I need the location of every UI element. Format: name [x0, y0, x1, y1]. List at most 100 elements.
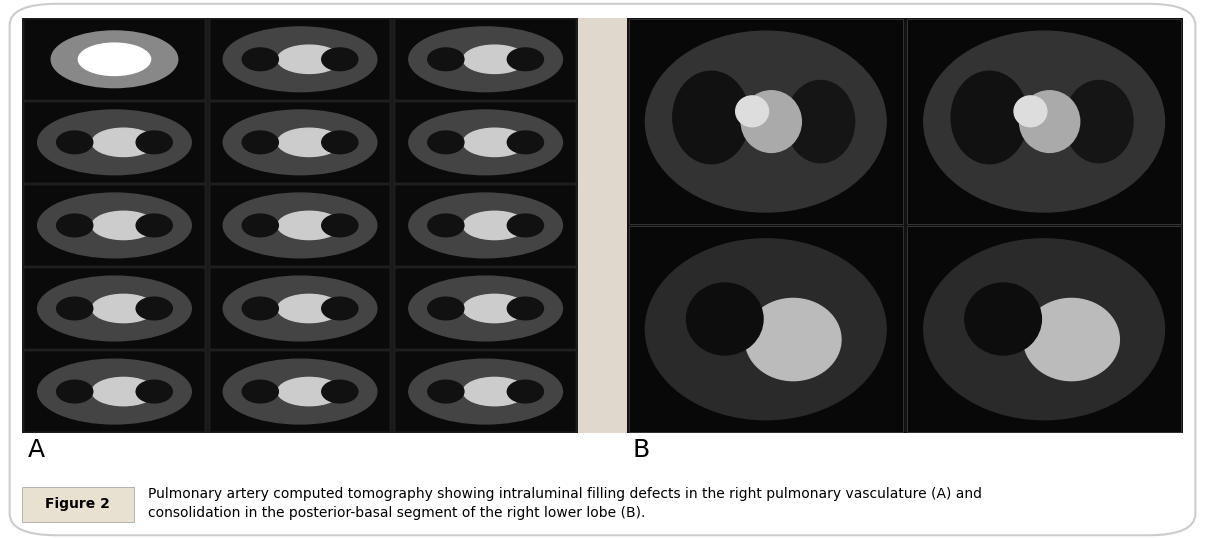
Ellipse shape — [507, 380, 543, 403]
Ellipse shape — [37, 110, 192, 175]
Ellipse shape — [507, 48, 543, 70]
FancyBboxPatch shape — [24, 351, 205, 432]
Ellipse shape — [242, 380, 278, 403]
Ellipse shape — [242, 214, 278, 237]
Ellipse shape — [322, 380, 358, 403]
FancyBboxPatch shape — [907, 19, 1181, 224]
Ellipse shape — [92, 377, 155, 406]
FancyBboxPatch shape — [210, 19, 390, 100]
Ellipse shape — [745, 299, 841, 381]
Ellipse shape — [924, 31, 1164, 212]
FancyBboxPatch shape — [395, 351, 576, 432]
FancyBboxPatch shape — [210, 102, 390, 183]
Ellipse shape — [37, 276, 192, 341]
Ellipse shape — [741, 91, 801, 152]
Ellipse shape — [136, 380, 172, 403]
Ellipse shape — [37, 193, 192, 258]
Ellipse shape — [92, 294, 155, 323]
FancyBboxPatch shape — [10, 4, 1195, 535]
Ellipse shape — [37, 359, 192, 424]
Ellipse shape — [1023, 299, 1119, 381]
Ellipse shape — [428, 214, 464, 237]
Ellipse shape — [57, 214, 93, 237]
Ellipse shape — [463, 128, 527, 157]
Ellipse shape — [428, 380, 464, 403]
Ellipse shape — [1065, 81, 1133, 162]
Ellipse shape — [92, 211, 155, 239]
Text: B: B — [633, 438, 649, 463]
FancyBboxPatch shape — [210, 268, 390, 349]
Ellipse shape — [1015, 96, 1047, 127]
Ellipse shape — [223, 193, 377, 258]
Ellipse shape — [507, 214, 543, 237]
Ellipse shape — [687, 283, 763, 355]
Ellipse shape — [322, 48, 358, 70]
FancyBboxPatch shape — [395, 102, 576, 183]
FancyBboxPatch shape — [629, 226, 903, 432]
Ellipse shape — [242, 131, 278, 154]
Ellipse shape — [242, 48, 278, 70]
Ellipse shape — [277, 45, 341, 74]
Ellipse shape — [408, 359, 563, 424]
Ellipse shape — [78, 43, 151, 75]
Ellipse shape — [507, 297, 543, 320]
FancyBboxPatch shape — [24, 185, 205, 266]
Ellipse shape — [1019, 91, 1080, 152]
Ellipse shape — [277, 128, 341, 157]
Ellipse shape — [787, 81, 854, 162]
FancyBboxPatch shape — [210, 185, 390, 266]
Ellipse shape — [136, 131, 172, 154]
FancyBboxPatch shape — [627, 18, 1183, 433]
FancyBboxPatch shape — [907, 226, 1181, 432]
FancyBboxPatch shape — [395, 19, 576, 100]
FancyBboxPatch shape — [210, 351, 390, 432]
Ellipse shape — [57, 380, 93, 403]
Ellipse shape — [223, 276, 377, 341]
Ellipse shape — [646, 239, 886, 420]
Ellipse shape — [277, 211, 341, 239]
Ellipse shape — [408, 110, 563, 175]
Ellipse shape — [428, 48, 464, 70]
Ellipse shape — [136, 297, 172, 320]
Ellipse shape — [463, 211, 527, 239]
Ellipse shape — [672, 71, 750, 164]
FancyBboxPatch shape — [24, 19, 205, 100]
Ellipse shape — [408, 27, 563, 91]
Ellipse shape — [408, 276, 563, 341]
Ellipse shape — [736, 96, 769, 127]
FancyBboxPatch shape — [22, 18, 578, 433]
Ellipse shape — [951, 71, 1028, 164]
FancyBboxPatch shape — [22, 487, 134, 522]
Ellipse shape — [51, 31, 178, 88]
FancyBboxPatch shape — [24, 102, 205, 183]
Ellipse shape — [136, 214, 172, 237]
Ellipse shape — [223, 359, 377, 424]
FancyBboxPatch shape — [395, 268, 576, 349]
Bar — [578, 18, 627, 433]
Ellipse shape — [92, 128, 155, 157]
Ellipse shape — [223, 110, 377, 175]
Ellipse shape — [646, 31, 886, 212]
Ellipse shape — [463, 45, 527, 74]
Ellipse shape — [428, 131, 464, 154]
FancyBboxPatch shape — [395, 185, 576, 266]
Text: A: A — [28, 438, 45, 463]
Ellipse shape — [463, 377, 527, 406]
Text: Figure 2: Figure 2 — [46, 497, 110, 512]
Ellipse shape — [277, 294, 341, 323]
Ellipse shape — [223, 27, 377, 91]
Text: Pulmonary artery computed tomography showing intraluminal filling defects in the: Pulmonary artery computed tomography sho… — [148, 487, 982, 520]
Ellipse shape — [322, 131, 358, 154]
Ellipse shape — [57, 297, 93, 320]
Ellipse shape — [242, 297, 278, 320]
Ellipse shape — [322, 214, 358, 237]
FancyBboxPatch shape — [629, 19, 903, 224]
FancyBboxPatch shape — [24, 268, 205, 349]
Ellipse shape — [924, 239, 1164, 420]
Ellipse shape — [277, 377, 341, 406]
Ellipse shape — [57, 131, 93, 154]
Ellipse shape — [408, 193, 563, 258]
Ellipse shape — [463, 294, 527, 323]
Ellipse shape — [428, 297, 464, 320]
Ellipse shape — [322, 297, 358, 320]
